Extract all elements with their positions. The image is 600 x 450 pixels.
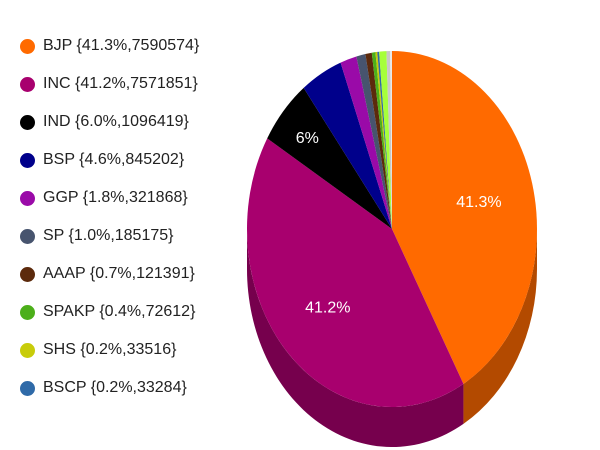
legend-label-spakp: SPAKP {0.4%,72612} [43,303,196,320]
pie-slice-other-3[interactable] [390,51,392,229]
legend-item-sp[interactable]: SP {1.0%,185175} [20,217,199,255]
pie-slice-shs[interactable] [375,51,392,230]
pie-slice-sp[interactable] [356,54,392,229]
legend-label-bscp: BSCP {0.2%,33284} [43,379,187,396]
legend-swatch-inc [20,76,35,92]
pie-side-bjp [463,229,537,424]
pie-slice-spakp[interactable] [371,52,392,229]
legend-swatch-sp [20,228,35,244]
legend-label-sp: SP {1.0%,185175} [43,227,174,244]
chart-legend: BJP {41.3%,7590574} INC {41.2%,7571851} IN… [20,27,199,407]
legend-item-inc[interactable]: INC {41.2%,7571851} [20,65,199,103]
pie-slice-ind[interactable] [267,87,392,230]
legend-swatch-ggp [20,190,35,206]
slice-label-inc: 41.2% [305,299,350,316]
legend-label-ggp: GGP {1.8%,321868} [43,189,188,206]
legend-item-bjp[interactable]: BJP {41.3%,7590574} [20,27,199,65]
pie-slice-ggp[interactable] [340,56,392,230]
legend-item-shs[interactable]: SHS {0.2%,33516} [20,331,199,369]
legend-label-inc: INC {41.2%,7571851} [43,75,198,92]
legend-item-aaap[interactable]: AAAP {0.7%,121391} [20,255,199,293]
legend-label-ind: IND {6.0%,1096419} [43,113,189,130]
slice-label-ind: 6% [296,130,319,147]
pie-slice-bsp[interactable] [303,62,392,229]
slice-label-bjp: 41.3% [456,194,501,211]
legend-swatch-bjp [20,38,35,54]
legend-swatch-bscp [20,380,35,396]
legend-label-bsp: BSP {4.6%,845202} [43,151,185,168]
legend-item-bsp[interactable]: BSP {4.6%,845202} [20,141,199,179]
pie-slice-inc[interactable] [246,138,464,408]
pie-top [246,51,538,408]
pie-slice-other-2[interactable] [386,51,392,229]
legend-item-ggp[interactable]: GGP {1.8%,321868} [20,179,199,217]
legend-label-bjp: BJP {41.3%,7590574} [43,37,200,54]
pie-slice-bscp[interactable] [377,51,392,230]
legend-swatch-aaap [20,266,35,282]
legend-item-bscp[interactable]: BSCP {0.2%,33284} [20,369,199,407]
pie-slice-aaap[interactable] [365,52,392,230]
legend-label-aaap: AAAP {0.7%,121391} [43,265,195,282]
legend-swatch-bsp [20,152,35,168]
legend-swatch-spakp [20,304,35,320]
pie-side-walls [247,229,537,448]
legend-label-shs: SHS {0.2%,33516} [43,341,177,358]
legend-item-spakp[interactable]: SPAKP {0.4%,72612} [20,293,199,331]
legend-item-ind[interactable]: IND {6.0%,1096419} [20,103,199,141]
pie-slice-other-1[interactable] [379,51,392,230]
legend-swatch-ind [20,114,35,130]
pie-slice-bjp[interactable] [392,51,538,384]
pie-side-inc [247,229,464,448]
legend-swatch-shs [20,342,35,358]
